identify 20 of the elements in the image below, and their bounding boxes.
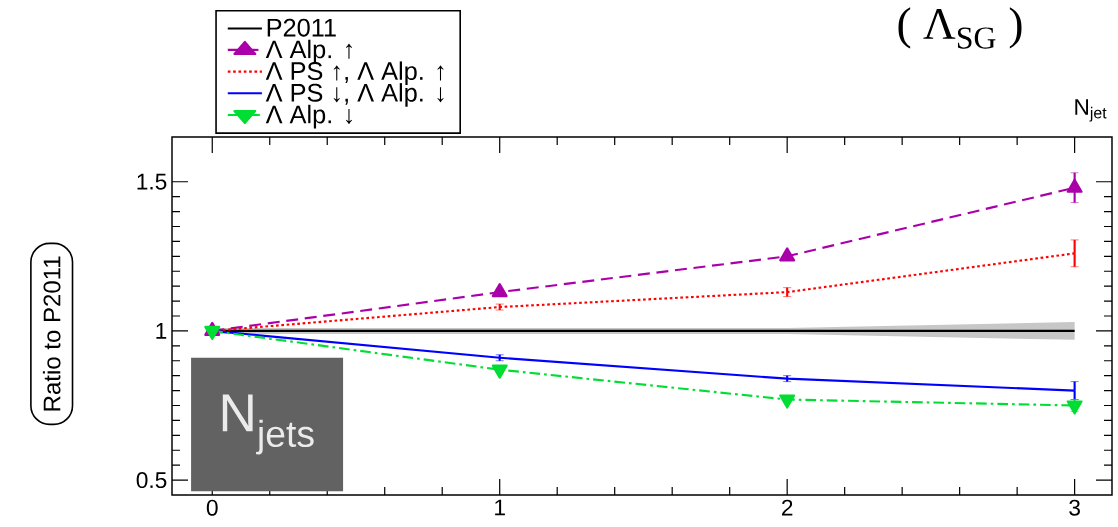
point — [779, 247, 796, 262]
annotation: N$_{jets}$ — [222, 394, 314, 455]
y-axis-title: Ratio to P2011 — [42, 256, 61, 411]
point — [204, 325, 221, 340]
point — [1066, 178, 1083, 193]
x-axis-title: N$_{jet}$ — [1075, 99, 1107, 122]
legend-label: P2011 — [267, 18, 336, 37]
point — [779, 394, 796, 409]
point — [491, 364, 508, 379]
x-tick-label: 2 — [782, 499, 793, 516]
y-tick-label: 1.5 — [137, 173, 167, 190]
y-tick-label: 1 — [156, 323, 167, 339]
point — [1066, 400, 1083, 415]
y-tick-label: 0.5 — [136, 472, 167, 489]
x-tick-label: 3 — [1069, 499, 1080, 516]
point — [491, 283, 508, 298]
legend-label: Λ Alp. ↓ — [265, 104, 352, 129]
x-tick-label: 0 — [206, 499, 218, 516]
chart-title: ( Λ$_{SG}$ ) — [898, 7, 1022, 49]
x-tick-label: 1 — [495, 499, 505, 516]
